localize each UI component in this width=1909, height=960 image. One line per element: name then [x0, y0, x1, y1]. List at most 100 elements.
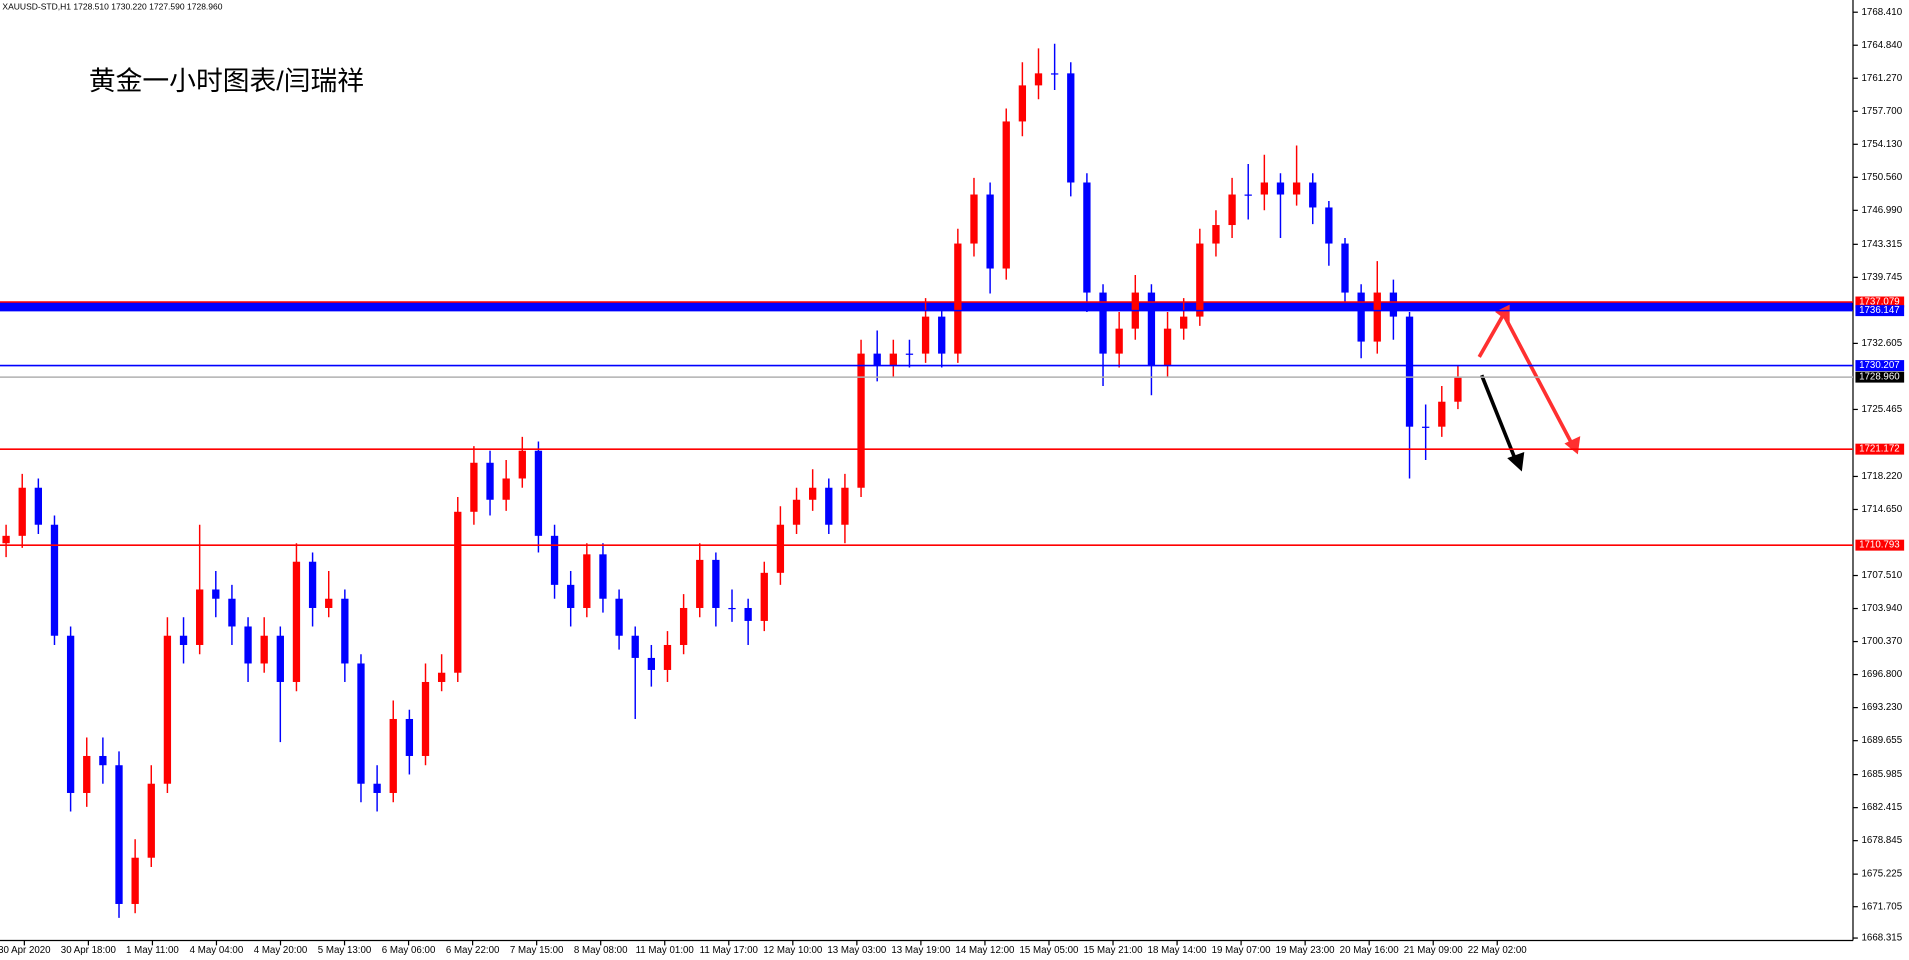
level-label: 1736.147 — [1859, 305, 1900, 316]
arrow-head — [1507, 451, 1525, 472]
candle-body — [1244, 194, 1252, 196]
candle-body — [970, 194, 978, 244]
candle-body — [1083, 182, 1091, 293]
level-label: 1721.172 — [1859, 444, 1900, 455]
candle-body — [825, 487, 833, 525]
candle-body — [1099, 292, 1107, 354]
candle-body — [1341, 243, 1349, 293]
y-tick-label: 1718.220 — [1862, 471, 1903, 482]
y-tick-label: 1682.415 — [1862, 802, 1903, 813]
candle-body — [857, 353, 865, 488]
level-label-bg — [1855, 443, 1905, 455]
candle-body — [744, 607, 752, 621]
candle-body — [1389, 292, 1398, 317]
candle-body — [1276, 182, 1285, 195]
x-tick-label: 19 May 23:00 — [1276, 945, 1336, 956]
x-tick-label: 15 May 21:00 — [1084, 945, 1144, 956]
level-label: 1728.960 — [1859, 372, 1900, 383]
candle-body — [454, 511, 462, 673]
candle-body — [1292, 182, 1301, 195]
candle-body — [1438, 401, 1446, 427]
candle-body — [389, 718, 397, 793]
candle-body — [115, 765, 123, 904]
x-tick-label: 19 May 07:00 — [1212, 945, 1272, 956]
x-tick-label: 11 May 01:00 — [636, 945, 695, 956]
y-tick-label: 1689.655 — [1862, 735, 1903, 746]
y-tick-label: 1768.410 — [1862, 7, 1903, 18]
candle-body — [1018, 85, 1027, 122]
y-tick-label: 1696.800 — [1862, 669, 1903, 680]
candle-body — [776, 524, 785, 573]
level-label-bg — [1855, 305, 1905, 317]
candle-body — [308, 561, 317, 608]
candle-body — [147, 783, 155, 858]
x-tick-label: 13 May 19:00 — [891, 945, 951, 956]
y-tick-label: 1754.130 — [1862, 139, 1903, 150]
candle-body — [1067, 73, 1075, 183]
annotation: 黄金一小时图表/闫瑞祥 — [89, 66, 364, 96]
candle-body — [938, 316, 946, 354]
candle-body — [986, 194, 994, 269]
candle-body — [163, 635, 172, 784]
x-tick-label: 12 May 10:00 — [763, 945, 823, 956]
candle-body — [1147, 292, 1156, 366]
y-tick-label: 1750.560 — [1862, 172, 1903, 183]
candle-body — [1373, 292, 1381, 342]
candle-body — [1180, 316, 1188, 329]
y-tick-label: 1714.650 — [1862, 504, 1903, 515]
candle-body — [66, 635, 75, 793]
candle-body — [1050, 73, 1059, 75]
candle-body — [357, 663, 365, 784]
candle-body — [873, 353, 881, 366]
candle-body — [712, 559, 720, 608]
header-quote: XAUUSD-STD,H1 1728.510 1730.220 1727.590… — [2, 2, 222, 12]
candle-body — [212, 589, 220, 599]
y-tick-label: 1700.370 — [1862, 636, 1903, 647]
candle-body — [889, 353, 897, 366]
candle-body — [437, 672, 446, 682]
candle-body — [34, 487, 43, 525]
candle-body — [260, 635, 268, 664]
y-tick-label: 1746.990 — [1862, 205, 1903, 216]
candle-body — [615, 598, 623, 636]
candle-body — [905, 353, 914, 355]
y-tick-label: 1743.315 — [1862, 239, 1903, 250]
y-tick-label: 1725.465 — [1862, 404, 1903, 415]
x-tick-label: 21 May 09:00 — [1404, 945, 1464, 956]
candle-body — [663, 644, 672, 670]
candle-body — [1212, 225, 1220, 244]
candle-body — [421, 681, 430, 756]
level-label-bg — [1855, 296, 1905, 308]
y-tick-label: 1764.840 — [1862, 40, 1903, 51]
x-tick-label: 4 May 04:00 — [190, 945, 244, 956]
candle-body — [599, 554, 607, 599]
x-tick-label: 22 May 02:00 — [1468, 945, 1528, 956]
candle-body — [1309, 182, 1317, 208]
candle-body — [760, 572, 768, 621]
y-tick-label: 1675.225 — [1862, 869, 1903, 880]
x-tick-label: 8 May 08:00 — [574, 945, 628, 956]
candle-body — [550, 535, 559, 585]
x-tick-label: 4 May 20:00 — [254, 945, 308, 956]
arrow-head — [1495, 304, 1510, 323]
candle-body — [567, 584, 575, 608]
candle-body — [196, 589, 204, 645]
x-tick-label: 14 May 12:00 — [955, 945, 1015, 956]
y-tick-label: 1761.270 — [1862, 73, 1903, 84]
candle-body — [83, 755, 91, 793]
x-tick-label: 6 May 06:00 — [382, 945, 436, 956]
candle-body — [792, 499, 801, 525]
candle-body — [325, 598, 333, 608]
x-tick-label: 6 May 22:00 — [446, 945, 500, 956]
candle-body — [2, 535, 10, 544]
candle-body — [292, 561, 301, 682]
y-tick-label: 1707.510 — [1862, 570, 1903, 581]
y-tick-label: 1703.940 — [1862, 603, 1903, 614]
candle-body — [1454, 377, 1462, 402]
candle-body — [276, 635, 284, 682]
candle-body — [99, 755, 107, 766]
candle-body — [534, 450, 543, 536]
y-tick-label: 1671.705 — [1862, 901, 1903, 912]
candle-body — [1325, 207, 1333, 244]
